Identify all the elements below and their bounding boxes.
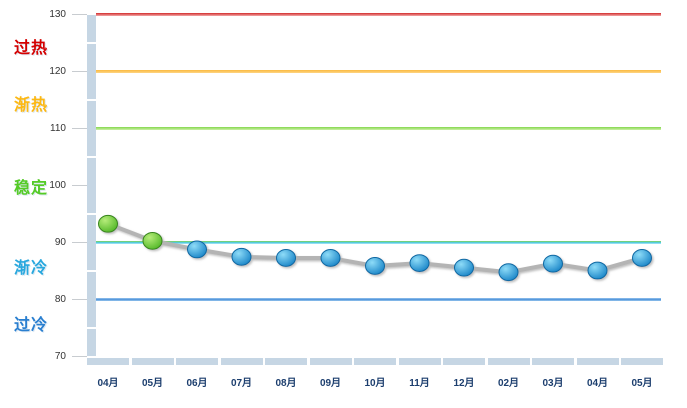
data-point-02月[interactable]	[498, 263, 519, 282]
data-point-04月[interactable]	[587, 261, 608, 280]
y-tick-label: 90	[54, 236, 66, 248]
threshold-line	[96, 12, 661, 16]
threshold-line	[96, 126, 661, 130]
y-tick-label: 80	[54, 293, 66, 305]
x-axis-band-segment	[487, 358, 530, 365]
x-axis-band-segment	[621, 358, 663, 365]
y-axis-band-segment	[87, 328, 96, 356]
x-tick-label: 12月	[453, 378, 475, 389]
y-tick-mark	[72, 70, 87, 72]
y-axis-band-segment	[87, 214, 96, 270]
data-point-03月[interactable]	[543, 254, 563, 273]
x-tick-label: 07月	[230, 378, 253, 389]
y-tick-label: 120	[49, 65, 66, 77]
y-tick-mark	[72, 184, 87, 186]
y-tick-mark	[72, 241, 87, 243]
y-tick-label: 110	[50, 122, 66, 134]
y-tick-mark	[72, 355, 87, 357]
x-tick-label: 09月	[319, 378, 342, 389]
zone-label-overcooled: 过冷	[14, 317, 49, 335]
data-point-07月[interactable]	[231, 247, 252, 266]
x-axis-band-segment	[220, 358, 263, 365]
threshold-line	[96, 240, 661, 244]
threshold-line	[96, 69, 661, 73]
x-tick-label: 08月	[275, 378, 297, 389]
x-axis-band-segment	[265, 358, 307, 365]
zone-label-overheated: 过热	[14, 40, 49, 58]
y-axis-band-segment	[87, 43, 96, 99]
x-axis-band-segment	[131, 358, 174, 365]
x-tick-label: 04月	[586, 378, 609, 389]
zone-label-stable: 稳定	[14, 179, 49, 197]
x-axis-band-segment	[87, 358, 129, 365]
data-point-10月[interactable]	[365, 257, 385, 275]
y-tick-label: 130	[49, 8, 66, 20]
x-tick-label: 04月	[97, 378, 119, 389]
y-tick-label: 100	[49, 179, 66, 191]
data-point-05月[interactable]	[142, 231, 163, 250]
x-axis-band-segment	[576, 358, 619, 365]
x-tick-label: 05月	[141, 378, 164, 389]
x-axis-band-segment	[443, 358, 485, 365]
y-axis-band-segment	[87, 100, 96, 156]
x-tick-label: 11月	[409, 378, 430, 389]
data-point-09月[interactable]	[320, 249, 341, 267]
y-axis-band-segment	[87, 15, 96, 42]
threshold-line	[96, 297, 661, 301]
data-point-05月[interactable]	[632, 249, 652, 267]
x-tick-label: 03月	[542, 378, 564, 389]
y-tick-mark	[72, 298, 87, 300]
y-tick-mark	[72, 13, 87, 15]
data-point-04月[interactable]	[98, 214, 118, 233]
y-tick-label: 70	[54, 350, 66, 362]
data-point-11月[interactable]	[409, 254, 430, 272]
x-tick-label: 06月	[186, 378, 208, 389]
x-axis-band-segment	[309, 358, 352, 365]
zone-label-warming: 渐热	[14, 97, 49, 115]
data-point-08月[interactable]	[276, 249, 296, 267]
data-point-06月[interactable]	[187, 240, 207, 259]
x-axis-band-segment	[398, 358, 441, 365]
y-tick-mark	[72, 127, 87, 129]
x-tick-label: 05月	[631, 378, 653, 389]
x-tick-label: 10月	[364, 378, 386, 389]
x-axis-band-segment	[354, 358, 396, 365]
x-tick-label: 02月	[497, 378, 520, 389]
data-point-12月[interactable]	[454, 258, 474, 277]
y-axis-band-segment	[87, 271, 96, 327]
zone-label-cooling: 渐冷	[14, 260, 49, 278]
x-axis-band-segment	[532, 358, 574, 365]
y-axis-band-segment	[87, 157, 96, 213]
x-axis-band-segment	[176, 358, 218, 365]
